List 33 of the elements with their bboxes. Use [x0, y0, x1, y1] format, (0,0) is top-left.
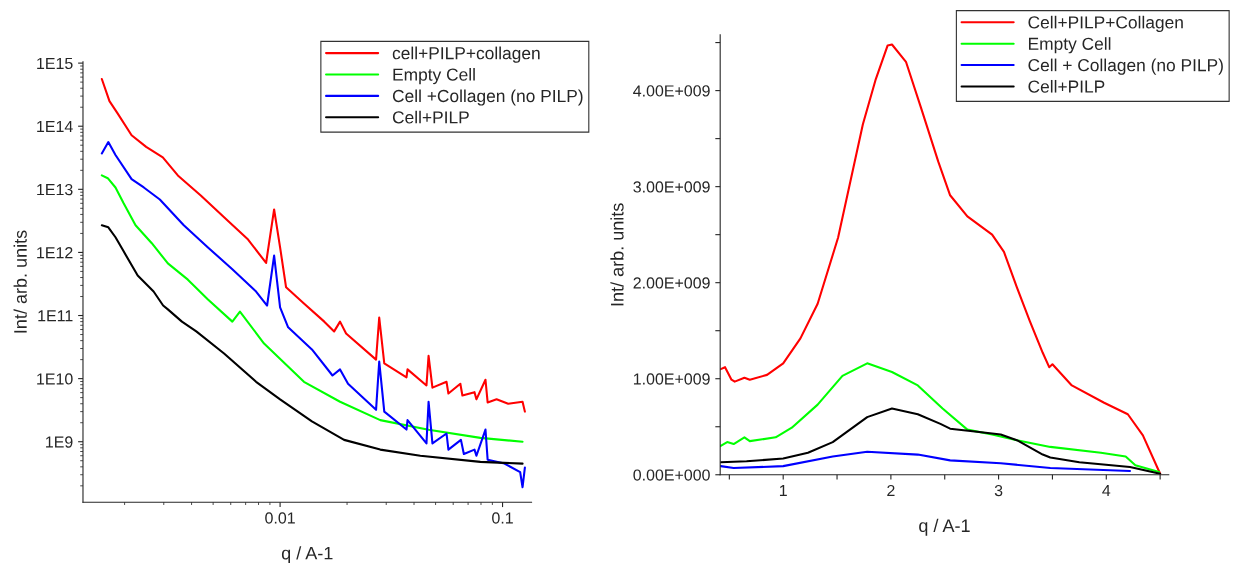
y-tick-label: 1E15: [37, 57, 73, 70]
legend-label: cell+PILP+collagen: [392, 46, 540, 63]
y-tick-label: 1E12: [37, 247, 73, 259]
x-tick-label: 0.1: [492, 512, 513, 524]
x-tick-label: 3: [994, 484, 1003, 497]
y-tick-label: 1E14: [37, 121, 73, 132]
y-axis-title: Int/ arb. units: [13, 230, 27, 333]
y-tick-label: 2.00E+009: [633, 277, 710, 289]
legend-label: Cell+PILP: [1028, 79, 1105, 93]
x-axis-title: q / A-1: [919, 518, 970, 536]
x-tick-label: 4: [1102, 485, 1111, 497]
y-tick-label: 0.00E+000: [633, 469, 710, 481]
line-series: [720, 450, 1132, 472]
y-tick-label: 4.00E+009: [633, 85, 710, 97]
legend-label: Empty Cell: [393, 67, 475, 85]
line-series: [720, 362, 1161, 473]
x-tick-label: 1: [779, 485, 787, 497]
legend-label: Empty Cell: [1028, 37, 1111, 54]
legend-label: Cell +Collagen (no PILP): [392, 89, 583, 106]
y-tick-label: 1E10: [37, 373, 73, 385]
legend-label: Cell+PILP: [392, 110, 469, 124]
line-series: [720, 407, 1162, 475]
x-tick-label: 0.01: [265, 512, 295, 524]
y-tick-label: 1E9: [46, 436, 73, 448]
y-tick-label: 1E13: [37, 183, 73, 196]
legend-label: Cell+PILP+Collagen: [1028, 15, 1183, 32]
y-tick-label: 3.00E+009: [633, 181, 710, 193]
x-axis-title: q / A-1: [281, 546, 333, 564]
legend-label: Cell + Collagen (no PILP): [1028, 58, 1223, 75]
y-tick-label: 1.00E+009: [633, 373, 710, 385]
y-tick-label: 1E11: [38, 310, 73, 322]
y-axis-title: Int/ arb. units: [610, 203, 624, 306]
x-tick-label: 2: [887, 484, 895, 497]
